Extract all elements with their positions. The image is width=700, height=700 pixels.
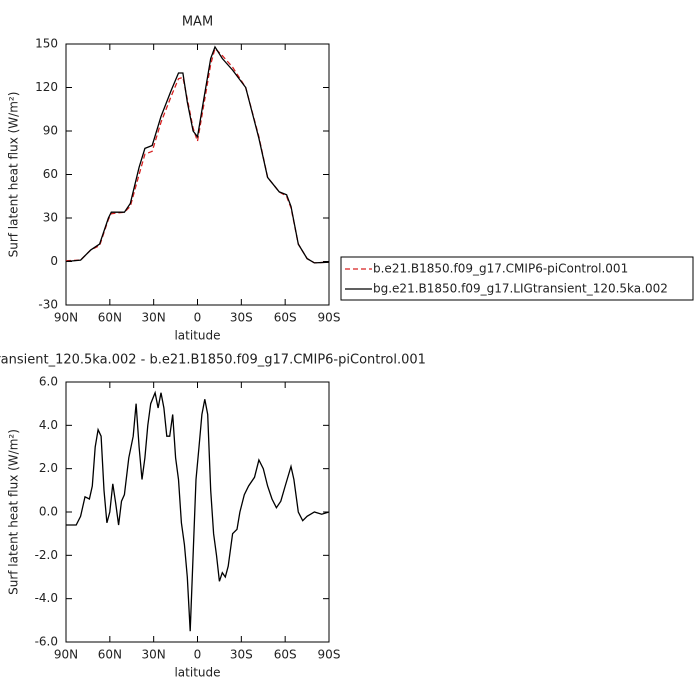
legend-label: bg.e21.B1850.f09_g17.LIGtransient_120.5k… (373, 282, 668, 296)
x-tick-label: 90S (318, 648, 341, 662)
data-line (65, 47, 330, 264)
x-tick-label: 0 (194, 648, 202, 662)
x-tick-label: 90N (54, 648, 78, 662)
legend-box (340, 256, 694, 301)
x-tick-label: 90N (54, 311, 78, 325)
y-tick-label: -2.0 (35, 548, 58, 562)
data-line (65, 45, 330, 264)
plot-frame (65, 43, 330, 306)
x-tick-label: 60N (98, 648, 122, 662)
x-tick-label: 30S (230, 648, 253, 662)
x-tick-label: 90S (318, 311, 341, 325)
x-tick-label: 0 (194, 311, 202, 325)
y-tick-label: 120 (35, 80, 58, 94)
y-axis-label: Surf latent heat flux (W/m²) (7, 92, 21, 258)
chart-title: MAM (182, 15, 213, 30)
x-tick-label: 60N (98, 311, 122, 325)
data-line (66, 390, 330, 632)
x-tick-label: 60S (274, 311, 297, 325)
y-tick-label: -6.0 (35, 635, 58, 649)
y-axis-label: Surf latent heat flux (W/m²) (7, 429, 21, 595)
y-tick-label: 60 (43, 167, 58, 181)
y-tick-label: 6.0 (39, 375, 58, 389)
x-axis-label: latitude (174, 329, 220, 343)
legend-label: b.e21.B1850.f09_g17.CMIP6-piControl.001 (373, 262, 628, 276)
y-tick-label: 30 (43, 211, 58, 225)
chart-title: LIGtransient_120.5ka.002 - b.e21.B1850.f… (0, 353, 426, 368)
x-axis-label: latitude (174, 666, 220, 680)
y-tick-label: 90 (43, 124, 58, 138)
y-tick-label: 0.0 (39, 505, 58, 519)
legend: b.e21.B1850.f09_g17.CMIP6-piControl.001b… (340, 256, 694, 301)
y-tick-label: 0 (50, 254, 58, 268)
y-tick-label: -30 (38, 298, 58, 312)
y-tick-label: 150 (35, 37, 58, 51)
y-tick-label: 2.0 (39, 461, 58, 475)
x-tick-label: 30N (142, 311, 166, 325)
x-tick-label: 30N (142, 648, 166, 662)
y-tick-label: -4.0 (35, 591, 58, 605)
x-tick-label: 60S (274, 648, 297, 662)
x-tick-label: 30S (230, 311, 253, 325)
y-tick-label: 4.0 (39, 418, 58, 432)
